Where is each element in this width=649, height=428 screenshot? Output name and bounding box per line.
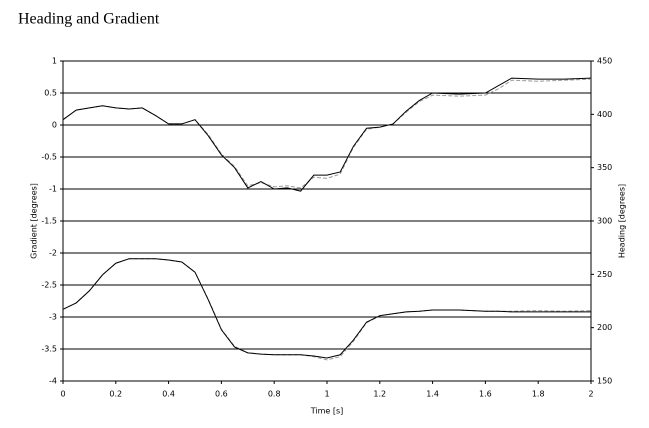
x-tick-label: 1.8 bbox=[532, 390, 545, 399]
x-tick-label: 1 bbox=[324, 390, 329, 399]
y2-tick-label: 300 bbox=[597, 217, 612, 226]
data-line bbox=[62, 78, 592, 189]
y2-axis-label: Heading [degrees] bbox=[618, 184, 627, 258]
y-axis-label: Gradient [degrees] bbox=[30, 183, 39, 259]
y2-tick-label: 150 bbox=[597, 377, 612, 386]
x-tick-label: 0.2 bbox=[109, 390, 122, 399]
y-tick-label: -2.5 bbox=[41, 281, 57, 290]
y2-tick-label: 400 bbox=[597, 110, 612, 119]
y2-tick-label: 250 bbox=[597, 270, 612, 279]
y-tick-label: -3 bbox=[49, 313, 57, 322]
y2-tick-label: 200 bbox=[597, 323, 612, 332]
x-tick-label: 2 bbox=[588, 390, 593, 399]
y2-tick-label: 350 bbox=[597, 163, 612, 172]
x-tick-label: 0.8 bbox=[268, 390, 281, 399]
x-tick-label: 0.4 bbox=[162, 390, 175, 399]
y2-tick-label: 450 bbox=[597, 57, 612, 66]
x-tick-label: 0.6 bbox=[215, 390, 228, 399]
y-tick-label: -4 bbox=[49, 377, 57, 386]
data-line bbox=[62, 258, 592, 361]
y-tick-label: -1 bbox=[49, 185, 57, 194]
y-tick-label: -1.5 bbox=[41, 217, 57, 226]
chart-title: Heading and Gradient bbox=[18, 11, 160, 28]
y-tick-label: -2 bbox=[49, 249, 57, 258]
y-tick-label: 0 bbox=[52, 121, 57, 130]
x-axis-label: Time [s] bbox=[310, 407, 344, 416]
y-tick-label: 1 bbox=[52, 57, 57, 66]
x-tick-label: 0 bbox=[60, 390, 65, 399]
data-line bbox=[62, 258, 591, 359]
x-tick-label: 1.4 bbox=[426, 390, 439, 399]
x-tick-label: 1.6 bbox=[479, 390, 492, 399]
y-tick-label: 0.5 bbox=[44, 89, 57, 98]
data-line bbox=[62, 77, 592, 192]
y-tick-label: -0.5 bbox=[41, 153, 57, 162]
x-tick-label: 1.2 bbox=[373, 390, 386, 399]
y-tick-label: -3.5 bbox=[41, 345, 57, 354]
